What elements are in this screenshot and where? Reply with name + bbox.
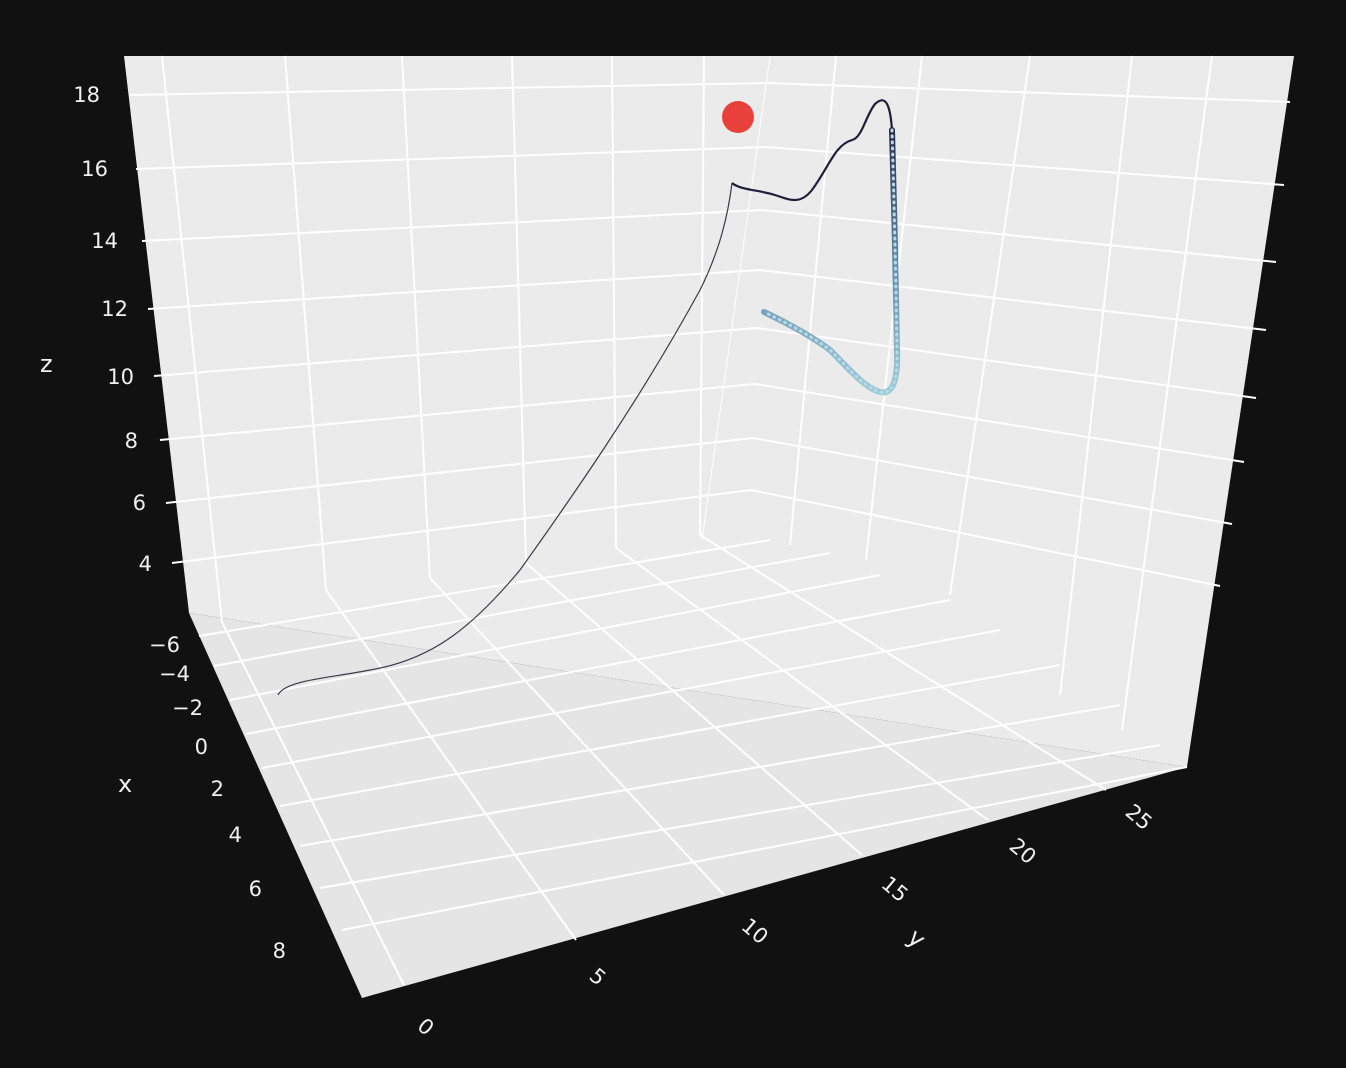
y-tick-label: 0 [413, 1013, 439, 1040]
z-tick-label: 10 [107, 365, 134, 389]
z-tick-label: 8 [125, 429, 138, 453]
trajectory-upper-line [731, 99, 894, 202]
x-tick-label: 8 [273, 939, 286, 963]
x-tick-label: −6 [149, 633, 180, 657]
highlight-point-marker[interactable] [722, 101, 754, 133]
x-tick-label: 4 [229, 823, 242, 847]
y-tick-label: 20 [1005, 833, 1041, 869]
x-tick-label: −2 [172, 696, 203, 720]
x-tick-label: 0 [195, 735, 208, 759]
x-axis-ticks: −6 −4 −2 0 2 4 6 8 [149, 633, 286, 963]
z-tick-label: 12 [101, 297, 128, 321]
z-tick-label: 18 [73, 83, 100, 107]
pane-corner-edge [701, 55, 771, 541]
z-axis-ticks: 18 16 14 12 10 8 6 4 [73, 83, 152, 576]
y-tick-label: 10 [737, 913, 773, 949]
y-tick-label: 15 [877, 871, 913, 907]
grid-lines [129, 55, 1291, 986]
y-tick-label: 25 [1121, 799, 1157, 835]
z-axis-title: z [40, 350, 53, 378]
z-tick-label: 4 [139, 552, 152, 576]
x-tick-label: 6 [249, 877, 262, 901]
y-axis-title: y [902, 923, 931, 954]
trajectory-thin-line [277, 182, 733, 696]
z-tick-label: 16 [81, 157, 108, 181]
z-tick-label: 14 [91, 229, 118, 253]
floor-pane [189, 613, 1187, 998]
trajectory-descending-dots [762, 128, 899, 394]
x-tick-label: −4 [159, 662, 190, 686]
x-axis-title: x [118, 770, 132, 798]
y-tick-label: 5 [585, 963, 611, 990]
x-tick-label: 2 [211, 777, 224, 801]
z-tick-label: 6 [133, 491, 146, 515]
